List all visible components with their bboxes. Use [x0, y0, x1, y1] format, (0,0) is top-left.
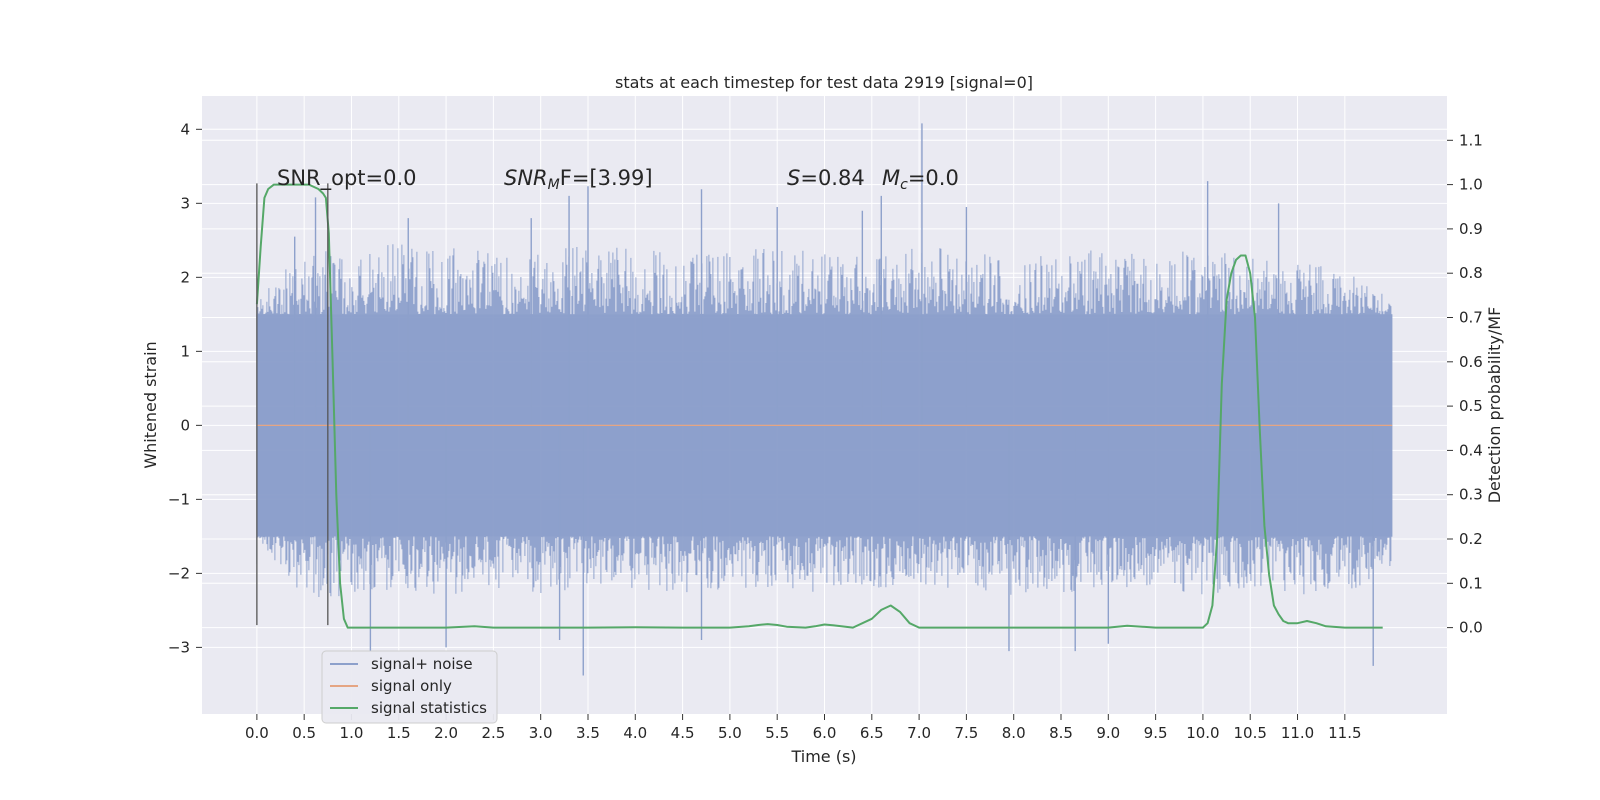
x-tick-label-12: 6.0 [813, 724, 837, 742]
y-right-tick-label-3: 0.8 [1459, 264, 1483, 282]
y-right-tick-label-6: 0.5 [1459, 397, 1483, 415]
y-left-tick-label-5: −1 [168, 490, 190, 508]
x-tick-label-22: 11.0 [1281, 724, 1314, 742]
y-left-tick-label-1: 3 [180, 194, 190, 212]
annotation-mc: Mc=0.0 [882, 166, 959, 193]
signal-statistics-line [255, 183, 1383, 629]
snr-mf-base: SNR [504, 166, 548, 190]
x-tick-label-6: 3.0 [529, 724, 553, 742]
s-var: S [787, 166, 800, 190]
y-left-tick-label-3: 1 [180, 342, 190, 360]
x-tick-label-2: 1.0 [340, 724, 364, 742]
y-right-tick-label-11: 0.0 [1459, 619, 1483, 637]
annotation-s: S=0.84 [787, 166, 865, 190]
legend-box [321, 650, 498, 724]
x-tick-label-13: 6.5 [860, 724, 884, 742]
x-tick-label-10: 5.0 [718, 724, 742, 742]
annotation-snr-opt: SNR_opt=0.0 [277, 166, 417, 191]
series-signal-statistics [255, 183, 1383, 629]
x-tick-label-15: 7.5 [954, 724, 978, 742]
legend-label-signal-noise: signal+ noise [371, 655, 473, 673]
legend: signal+ noise signal only signal statist… [321, 650, 498, 724]
x-tick-label-16: 8.0 [1002, 724, 1026, 742]
y-left-tick-label-2: 2 [180, 268, 190, 286]
x-tick-label-17: 8.5 [1049, 724, 1073, 742]
y-right-tick-label-1: 1.0 [1459, 176, 1483, 194]
y-right-tick-label-8: 0.3 [1459, 486, 1483, 504]
mc-sub: c [900, 177, 908, 193]
y-right-tick-label-5: 0.6 [1459, 353, 1483, 371]
y-left-tick-label-6: −2 [168, 564, 190, 582]
vertical-markers [256, 183, 329, 626]
x-tick-label-5: 2.5 [481, 724, 505, 742]
x-tick-label-23: 11.5 [1328, 724, 1361, 742]
y-right-tick-label-0: 1.1 [1459, 131, 1483, 149]
x-tick-label-18: 9.0 [1096, 724, 1120, 742]
y-axis-left-label: Whitened strain [141, 341, 160, 468]
x-axis-label: Time (s) [790, 747, 856, 766]
x-tick-label-1: 0.5 [292, 724, 316, 742]
x-tick-label-3: 1.5 [387, 724, 411, 742]
x-tick-label-4: 2.0 [434, 724, 458, 742]
y-right-tick-label-4: 0.7 [1459, 309, 1483, 327]
snr-mf-sub: M [548, 177, 560, 193]
x-tick-label-9: 4.5 [671, 724, 695, 742]
snr-mf-rest: F=[3.99] [560, 166, 653, 190]
y-right-tick-label-2: 0.9 [1459, 220, 1483, 238]
x-tick-label-14: 7.0 [907, 724, 931, 742]
y-right-tick-label-9: 0.2 [1459, 530, 1483, 548]
y-left-tick-label-4: 0 [180, 416, 190, 434]
x-axis-ticks: 0.0 0.5 1.0 1.5 2.0 2.5 3.0 3.5 4.0 4.5 5.0 5.5 6.0 6… [245, 714, 1362, 742]
x-tick-label-0: 0.0 [245, 724, 269, 742]
x-tick-label-19: 9.5 [1144, 724, 1168, 742]
x-tick-label-8: 4.0 [623, 724, 647, 742]
mc-rest: =0.0 [908, 166, 959, 190]
y-left-tick-label-7: −3 [168, 638, 190, 656]
x-tick-label-7: 3.5 [576, 724, 600, 742]
y-axis-right-ticks: 1.1 1.0 0.9 0.8 0.7 0.6 0.5 0.4 0.3 0.2 0.1 0.0 [1447, 131, 1483, 637]
y-axis-left-ticks: 4 3 2 1 0 −1 −2 −3 [168, 120, 202, 656]
legend-label-signal-statistics: signal statistics [371, 699, 487, 717]
legend-label-signal-only: signal only [371, 677, 452, 695]
chart-title: stats at each timestep for test data 291… [615, 73, 1033, 92]
x-tick-label-11: 5.5 [765, 724, 789, 742]
annotation-snr-mf: SNRMF=[3.99] [504, 166, 653, 193]
y-left-tick-label-0: 4 [180, 120, 190, 138]
x-tick-label-20: 10.0 [1186, 724, 1219, 742]
mc-var: M [882, 166, 900, 190]
x-tick-label-21: 10.5 [1234, 724, 1267, 742]
y-right-tick-label-7: 0.4 [1459, 441, 1483, 459]
s-rest: =0.84 [800, 166, 864, 190]
y-right-tick-label-10: 0.1 [1459, 574, 1483, 592]
y-axis-right-label: Detection probability/MF [1485, 307, 1504, 504]
